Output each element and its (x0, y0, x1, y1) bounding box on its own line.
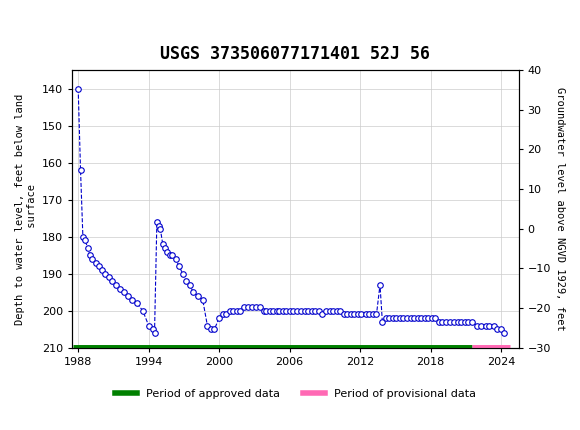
Y-axis label: Depth to water level, feet below land
 surface: Depth to water level, feet below land su… (15, 93, 37, 325)
Title: USGS 373506077171401 52J 56: USGS 373506077171401 52J 56 (161, 45, 430, 63)
Legend: Period of approved data, Period of provisional data: Period of approved data, Period of provi… (111, 384, 480, 403)
Y-axis label: Groundwater level above NGVD 1929, feet: Groundwater level above NGVD 1929, feet (555, 87, 565, 331)
Text: ≡USGS: ≡USGS (12, 6, 66, 24)
